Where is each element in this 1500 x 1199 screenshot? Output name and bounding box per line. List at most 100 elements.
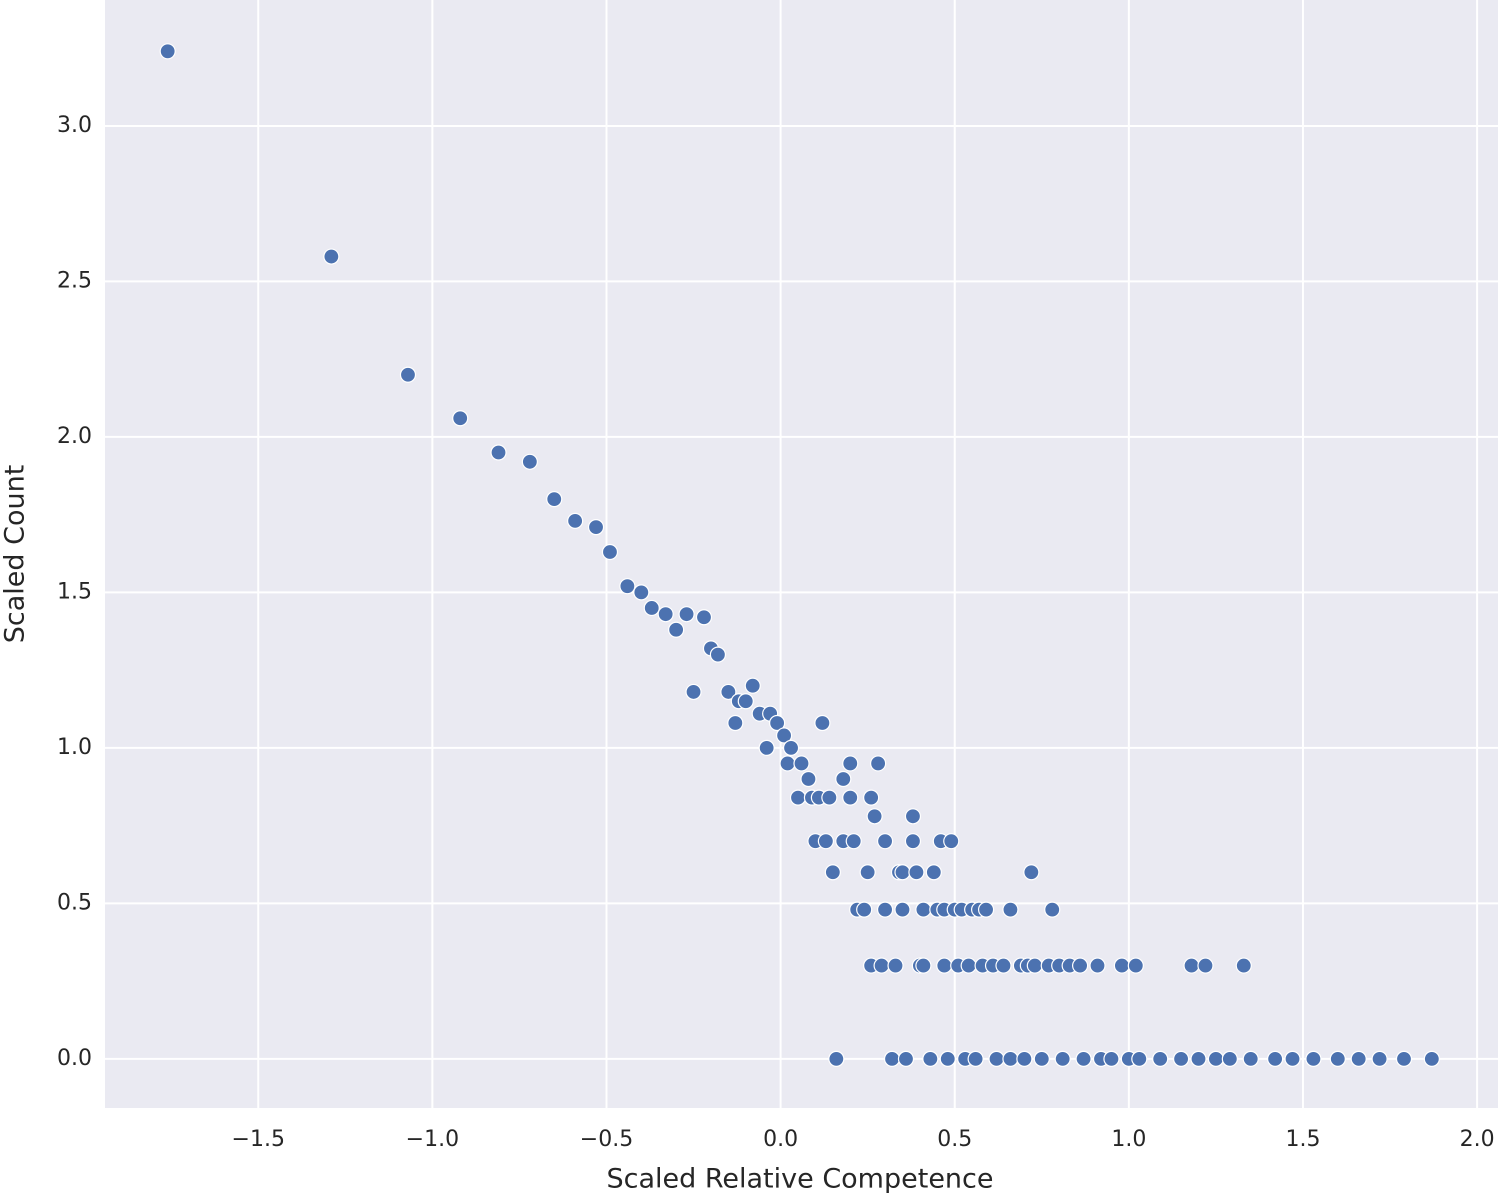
point	[1207, 1050, 1225, 1067]
point	[967, 1050, 984, 1067]
point	[1054, 1050, 1071, 1067]
point	[1033, 1050, 1050, 1067]
point	[744, 677, 761, 694]
point	[737, 693, 754, 710]
point	[1002, 1050, 1019, 1067]
point	[939, 1050, 956, 1067]
point	[859, 864, 876, 881]
y-tick-label: 1.0	[57, 735, 92, 760]
point	[1103, 1050, 1120, 1067]
y-tick-label: 2.5	[57, 268, 92, 293]
point	[782, 739, 800, 756]
point	[876, 901, 894, 918]
point	[1016, 1050, 1033, 1067]
plot-area	[105, 0, 1498, 1108]
point	[1305, 1050, 1322, 1067]
point	[936, 957, 953, 974]
point	[1089, 957, 1106, 974]
point	[546, 491, 563, 508]
x-tick-label: −0.5	[580, 1127, 633, 1152]
point	[897, 1050, 915, 1067]
point	[793, 755, 810, 772]
point	[1235, 957, 1252, 974]
point	[821, 789, 838, 806]
point	[828, 1050, 845, 1067]
y-tick-label: 3.0	[57, 113, 92, 138]
x-tick-label: 1.0	[1111, 1127, 1146, 1152]
point	[1267, 1050, 1284, 1067]
point	[943, 833, 960, 850]
point	[601, 543, 619, 561]
point	[758, 739, 775, 756]
point	[633, 584, 650, 601]
point	[1131, 1050, 1148, 1067]
point	[789, 789, 807, 806]
point	[643, 599, 660, 617]
y-axis-label: Scaled Count	[0, 465, 31, 644]
point	[814, 714, 831, 732]
point	[1026, 957, 1043, 974]
x-tick-label: 0.5	[937, 1127, 972, 1152]
point	[695, 609, 713, 626]
point	[835, 770, 852, 788]
point	[856, 901, 873, 918]
point	[894, 901, 911, 918]
x-axis-label: Scaled Relative Competence	[606, 1164, 993, 1195]
point	[873, 957, 890, 974]
point	[1423, 1050, 1440, 1067]
point	[908, 864, 925, 881]
point	[904, 833, 922, 850]
point	[915, 957, 932, 974]
point	[870, 755, 887, 772]
point	[845, 833, 862, 850]
point	[1113, 957, 1130, 974]
x-tick-label: 1.5	[1285, 1127, 1320, 1152]
point	[883, 1050, 901, 1067]
point	[775, 727, 793, 744]
y-tick-label: 0.5	[57, 890, 92, 915]
point	[842, 789, 859, 806]
point	[1190, 1050, 1207, 1067]
y-tick-label: 0.0	[57, 1046, 92, 1071]
point	[1044, 901, 1061, 918]
point	[1329, 1050, 1346, 1067]
point	[960, 957, 977, 974]
point	[863, 789, 880, 806]
point	[995, 957, 1012, 974]
point	[779, 755, 796, 772]
point	[769, 714, 786, 732]
point	[915, 901, 932, 918]
point	[521, 453, 538, 470]
point	[1242, 1050, 1259, 1067]
point	[977, 901, 995, 918]
point	[490, 444, 507, 461]
point	[817, 833, 834, 850]
point	[657, 606, 674, 623]
x-tick-label: 2.0	[1460, 1127, 1495, 1152]
x-tick-label: −1.0	[406, 1127, 459, 1152]
point	[567, 512, 584, 529]
point	[1071, 957, 1089, 974]
point	[619, 578, 636, 595]
point	[727, 714, 744, 732]
point	[1172, 1050, 1190, 1067]
point	[1350, 1050, 1367, 1067]
point	[925, 864, 942, 881]
point	[1152, 1050, 1169, 1067]
point	[1002, 901, 1019, 918]
point	[904, 808, 922, 825]
point	[800, 770, 817, 788]
point	[685, 683, 702, 701]
point	[1197, 957, 1214, 974]
point	[452, 410, 469, 427]
y-tick-label: 1.5	[57, 579, 92, 604]
point	[399, 366, 417, 383]
point	[1023, 864, 1040, 881]
point	[922, 1050, 939, 1067]
point	[1284, 1050, 1301, 1067]
x-tick-label: 0.0	[763, 1127, 798, 1152]
point	[587, 519, 605, 536]
point	[1395, 1050, 1413, 1067]
point	[720, 683, 737, 701]
